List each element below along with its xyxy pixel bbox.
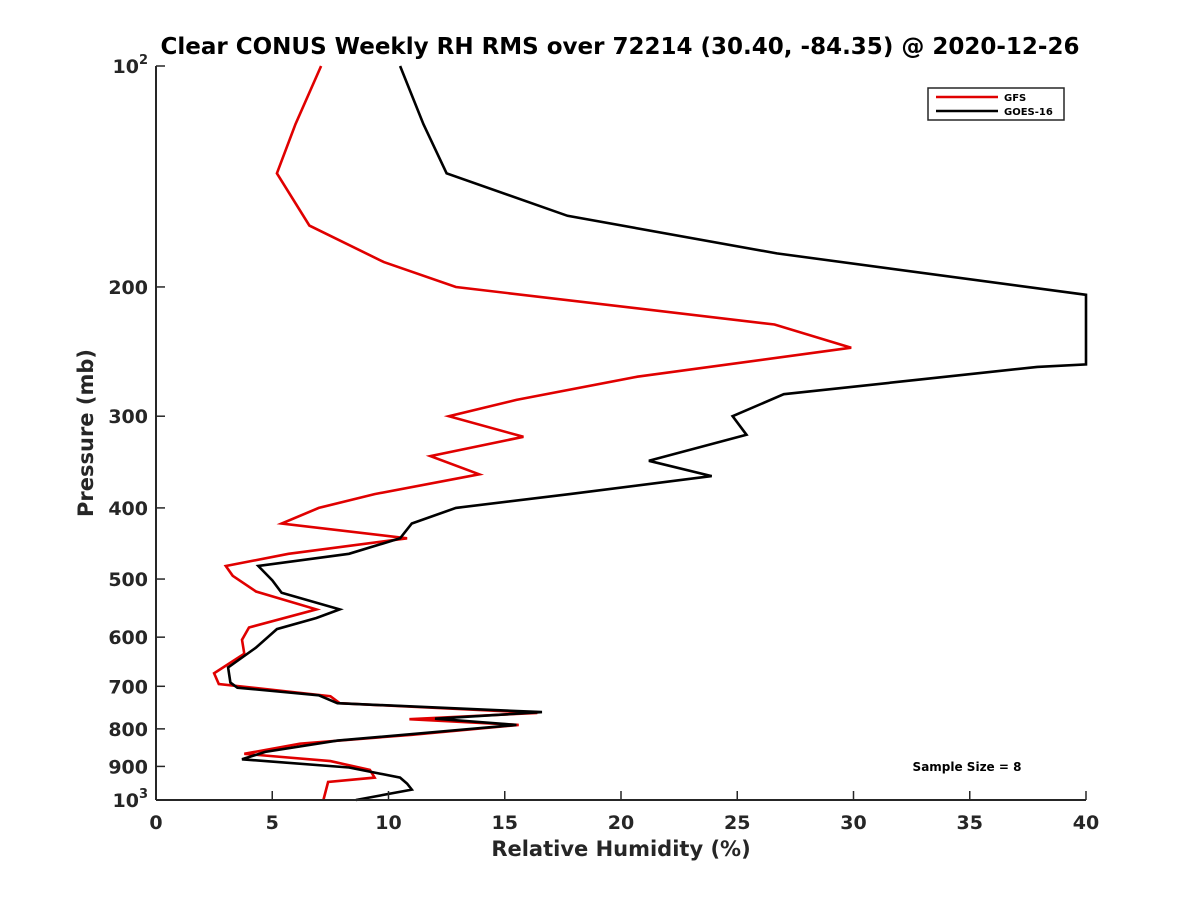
y-tick-label: 500 [108, 569, 148, 591]
x-tick-label: 5 [266, 812, 279, 834]
sample-size-annotation: Sample Size = 8 [913, 760, 1022, 774]
plot-lines [212, 65, 1088, 802]
y-tick-label: 900 [108, 756, 148, 778]
x-tick-label: 40 [1073, 812, 1099, 834]
legend-box [927, 87, 1065, 121]
legend-label-goes16: GOES-16 [1004, 107, 1053, 118]
y-tick-label: 103 [113, 787, 149, 812]
x-tick-label: 30 [840, 812, 866, 834]
x-tick-label: 0 [149, 812, 162, 834]
y-tick-label: 600 [108, 627, 148, 649]
x-ticks: 0 5 10 15 20 25 30 35 40 [149, 791, 1099, 834]
y-tick-label: 700 [108, 676, 148, 698]
y-ticks: 102 200 300 400 500 600 700 800 900 103 [108, 53, 165, 812]
x-tick-label: 15 [492, 812, 518, 834]
y-tick-label: 102 [113, 53, 149, 78]
x-tick-label: 25 [724, 812, 750, 834]
x-axis-label: Relative Humidity (%) [491, 837, 750, 861]
y-axis-label: Pressure (mb) [74, 349, 98, 517]
y-tick-label: 800 [108, 719, 148, 741]
x-tick-label: 20 [608, 812, 634, 834]
y-tick-label: 400 [108, 498, 148, 520]
y-tick-label: 300 [108, 406, 148, 428]
x-tick-label: 10 [375, 812, 401, 834]
chart-title: Clear CONUS Weekly RH RMS over 72214 (30… [161, 34, 1080, 60]
x-tick-label: 35 [957, 812, 983, 834]
legend: GFS GOES-16 [927, 87, 1065, 121]
series-line-goes16 [226, 65, 1088, 802]
legend-label-gfs: GFS [1004, 93, 1026, 104]
y-tick-label: 200 [108, 277, 148, 299]
